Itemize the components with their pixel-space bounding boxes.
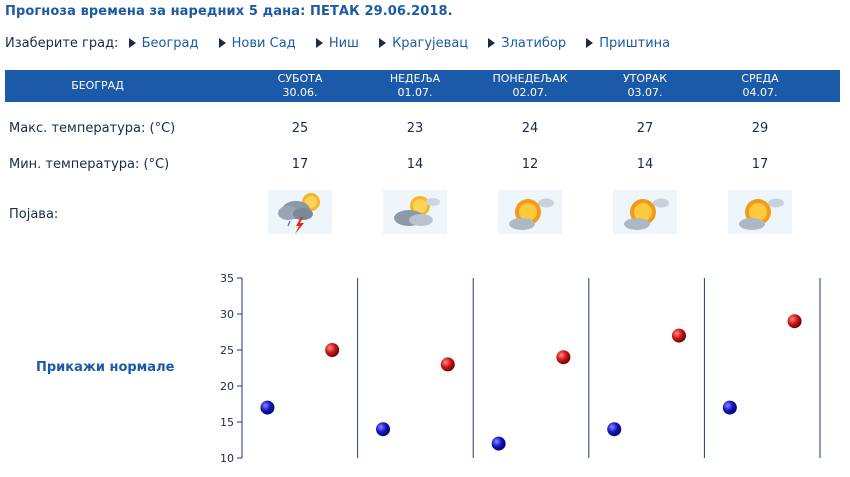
min-temp-point (607, 422, 621, 436)
y-tick-label: 10 (220, 452, 234, 465)
city-heading: БЕОГРАД (5, 70, 190, 102)
day-header: ПОНЕДЕЉАК 02.07. (480, 70, 580, 102)
y-tick-label: 25 (220, 344, 234, 357)
min-temp-point (723, 401, 737, 415)
show-normals-link[interactable]: Прикажи нормале (36, 360, 174, 375)
triangle-right-icon (586, 38, 593, 48)
forecast-header: БЕОГРАД СУБОТА 30.06. НЕДЕЉА 01.07. ПОНЕДЕ… (5, 70, 840, 102)
triangle-right-icon (379, 38, 386, 48)
temperature-chart: 10 15 20 25 30 35 (210, 268, 835, 468)
chart-points (260, 314, 801, 450)
min-temp-value: 14 (380, 157, 450, 172)
max-temp-value: 25 (265, 121, 335, 136)
min-temp-value: 14 (610, 157, 680, 172)
max-temp-label: Макс. температура: (°C) (9, 121, 175, 136)
triangle-right-icon (129, 38, 136, 48)
y-tick-label: 20 (220, 380, 234, 393)
min-temp-value: 17 (725, 157, 795, 172)
city-link-nis[interactable]: Ниш (316, 36, 359, 51)
max-temp-point (672, 329, 686, 343)
day-header: УТОРАК 03.07. (610, 70, 680, 102)
partly-cloudy-icon (383, 190, 447, 234)
city-link-kragujevac[interactable]: Крагујевац (379, 36, 468, 51)
y-tick-label: 30 (220, 308, 234, 321)
city-link-novi-sad[interactable]: Нови Сад (219, 36, 296, 51)
chart-grid (242, 278, 820, 458)
max-temp-value: 29 (725, 121, 795, 136)
max-temp-value: 23 (380, 121, 450, 136)
thunderstorm-sun-icon (268, 190, 332, 234)
mostly-sunny-icon (728, 190, 792, 234)
day-header: НЕДЕЉА 01.07. (380, 70, 450, 102)
min-temp-point (492, 437, 506, 451)
max-temp-point (788, 314, 802, 328)
phenomenon-label: Појава: (9, 207, 58, 222)
min-temp-point (376, 422, 390, 436)
mostly-sunny-icon (613, 190, 677, 234)
city-link-beograd[interactable]: Београд (129, 36, 199, 51)
min-temp-value: 17 (265, 157, 335, 172)
y-tick-label: 15 (220, 416, 234, 429)
min-temp-label: Мин. температура: (°C) (9, 157, 169, 172)
city-link-zlatibor[interactable]: Златибор (488, 36, 566, 51)
city-link-pristina[interactable]: Приштина (586, 36, 670, 51)
max-temp-point (325, 343, 339, 357)
min-temp-point (260, 401, 274, 415)
y-tick-label: 35 (220, 272, 234, 285)
city-selector-label: Изаберите град: (5, 36, 118, 51)
triangle-right-icon (316, 38, 323, 48)
max-temp-value: 27 (610, 121, 680, 136)
page-title: Прогноза времена за наредних 5 дана: ПЕТ… (5, 4, 453, 19)
max-temp-value: 24 (495, 121, 565, 136)
chart-y-ticks: 10 15 20 25 30 35 (220, 272, 242, 465)
city-selector: Изаберите град: Београд Нови Сад Ниш Кра… (5, 36, 686, 51)
day-header: СУБОТА 30.06. (265, 70, 335, 102)
max-temp-point (556, 350, 570, 364)
triangle-right-icon (488, 38, 495, 48)
max-temp-point (441, 357, 455, 371)
mostly-sunny-icon (498, 190, 562, 234)
triangle-right-icon (219, 38, 226, 48)
day-header: СРЕДА 04.07. (725, 70, 795, 102)
min-temp-value: 12 (495, 157, 565, 172)
